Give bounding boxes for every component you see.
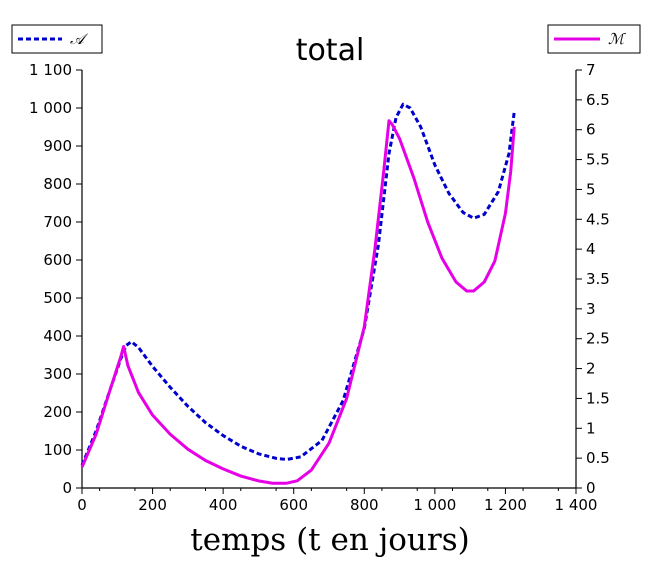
right-y-tick-label: 6.5 — [586, 91, 610, 109]
x-axis-ticks: 0 200 400 600 800 1 000 1 200 1 400 — [77, 488, 597, 514]
legend-a-box — [11, 24, 103, 54]
left-y-axis-ticks: 0 100 200 300 400 500 600 700 800 900 1 000 1 100 — [29, 61, 82, 497]
right-y-tick-label: 2.5 — [586, 330, 610, 348]
x-tick-label: 600 — [279, 496, 308, 514]
x-tick-label: 1 000 — [413, 496, 456, 514]
x-tick-label: 800 — [350, 496, 379, 514]
chart-title: total — [296, 33, 365, 68]
left-y-tick-label: 800 — [43, 175, 72, 193]
series-a-line — [80, 102, 516, 466]
right-y-tick-label: 3.5 — [586, 270, 610, 288]
x-tick-label: 1 400 — [555, 496, 598, 514]
x-tick-label: 1 200 — [484, 496, 527, 514]
legend-series-m: ℳ — [547, 24, 641, 54]
right-y-tick-label: 3 — [586, 300, 596, 318]
left-y-tick-label: 1 100 — [29, 61, 72, 79]
right-y-tick-label: 4.5 — [586, 210, 610, 228]
x-tick-label: 200 — [138, 496, 167, 514]
x-axis-label: temps (t en jours) — [190, 522, 469, 558]
left-y-tick-label: 100 — [43, 441, 72, 459]
legend-m-label: ℳ — [608, 30, 626, 48]
right-y-tick-label: 5 — [586, 180, 596, 198]
left-y-tick-label: 500 — [43, 289, 72, 307]
right-y-tick-label: 1.5 — [586, 389, 610, 407]
right-y-tick-label: 0 — [586, 479, 596, 497]
right-y-tick-label: 1 — [586, 419, 596, 437]
left-y-tick-label: 400 — [43, 327, 72, 345]
right-y-tick-label: 2 — [586, 360, 596, 378]
x-tick-label: 400 — [209, 496, 238, 514]
right-y-tick-label: 0.5 — [586, 449, 610, 467]
left-y-tick-label: 200 — [43, 403, 72, 421]
left-y-tick-label: 1 000 — [29, 99, 72, 117]
left-y-tick-label: 300 — [43, 365, 72, 383]
left-y-tick-label: 600 — [43, 251, 72, 269]
right-y-tick-label: 4 — [586, 240, 596, 258]
series-m-line — [80, 119, 516, 485]
x-tick-label: 0 — [77, 496, 87, 514]
left-y-tick-label: 700 — [43, 213, 72, 231]
left-y-tick-label: 0 — [62, 479, 72, 497]
right-y-tick-label: 6 — [586, 121, 596, 139]
right-y-tick-label: 7 — [586, 61, 596, 79]
legend-series-a: 𝒜 — [11, 24, 103, 54]
right-y-tick-label: 5.5 — [586, 151, 610, 169]
left-y-tick-label: 900 — [43, 137, 72, 155]
right-y-axis-ticks: 0 0.5 1 1.5 2 2.5 3 3.5 4 4.5 5 5.5 6 6.5 7 — [576, 61, 610, 497]
